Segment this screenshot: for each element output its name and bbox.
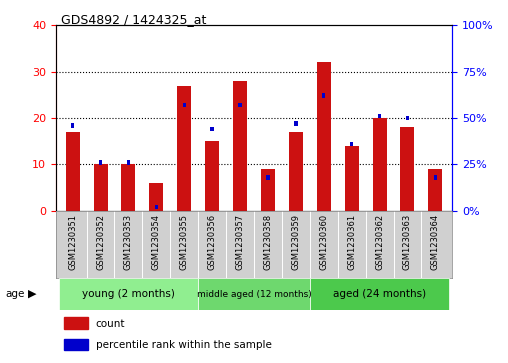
Text: aged (24 months): aged (24 months) xyxy=(333,289,426,299)
Text: GSM1230352: GSM1230352 xyxy=(96,214,105,270)
Bar xyxy=(406,116,409,120)
Bar xyxy=(154,204,158,209)
Text: middle aged (12 months): middle aged (12 months) xyxy=(197,290,311,298)
Bar xyxy=(434,175,437,180)
Bar xyxy=(238,103,242,107)
Bar xyxy=(93,164,108,211)
Text: ▶: ▶ xyxy=(28,289,37,299)
Bar xyxy=(205,141,219,211)
Bar xyxy=(350,142,354,146)
Bar xyxy=(64,317,87,329)
Bar xyxy=(322,93,326,98)
Text: GSM1230364: GSM1230364 xyxy=(431,214,440,270)
Bar xyxy=(294,121,298,126)
Bar xyxy=(121,164,136,211)
Bar xyxy=(127,160,130,165)
Bar xyxy=(233,81,247,211)
Text: count: count xyxy=(96,319,125,329)
Bar xyxy=(345,146,359,211)
Bar xyxy=(177,86,191,211)
Bar xyxy=(261,169,275,211)
Text: GSM1230353: GSM1230353 xyxy=(124,214,133,270)
Bar xyxy=(378,114,381,118)
Text: young (2 months): young (2 months) xyxy=(82,289,175,299)
Text: GSM1230356: GSM1230356 xyxy=(208,214,216,270)
Text: GSM1230362: GSM1230362 xyxy=(375,214,384,270)
Bar xyxy=(310,278,450,310)
Bar xyxy=(71,123,74,128)
Text: percentile rank within the sample: percentile rank within the sample xyxy=(96,340,271,350)
Text: GDS4892 / 1424325_at: GDS4892 / 1424325_at xyxy=(61,13,206,26)
Text: GSM1230358: GSM1230358 xyxy=(264,214,272,270)
Bar xyxy=(428,169,442,211)
Bar xyxy=(58,278,198,310)
Text: GSM1230357: GSM1230357 xyxy=(236,214,244,270)
Text: GSM1230361: GSM1230361 xyxy=(347,214,356,270)
Text: GSM1230351: GSM1230351 xyxy=(68,214,77,270)
Bar xyxy=(266,175,270,180)
Bar xyxy=(400,127,415,211)
Text: GSM1230355: GSM1230355 xyxy=(180,214,189,270)
Text: GSM1230360: GSM1230360 xyxy=(319,214,328,270)
Bar xyxy=(372,118,387,211)
Text: age: age xyxy=(5,289,24,299)
Bar xyxy=(66,132,80,211)
Text: GSM1230354: GSM1230354 xyxy=(152,214,161,270)
Bar xyxy=(64,339,87,351)
Bar xyxy=(149,183,163,211)
Bar xyxy=(182,103,186,107)
Text: GSM1230359: GSM1230359 xyxy=(292,214,300,270)
Bar xyxy=(289,132,303,211)
Text: GSM1230363: GSM1230363 xyxy=(403,214,412,270)
Bar xyxy=(198,278,310,310)
Bar xyxy=(99,160,102,165)
Bar xyxy=(210,127,214,131)
Bar xyxy=(317,62,331,211)
